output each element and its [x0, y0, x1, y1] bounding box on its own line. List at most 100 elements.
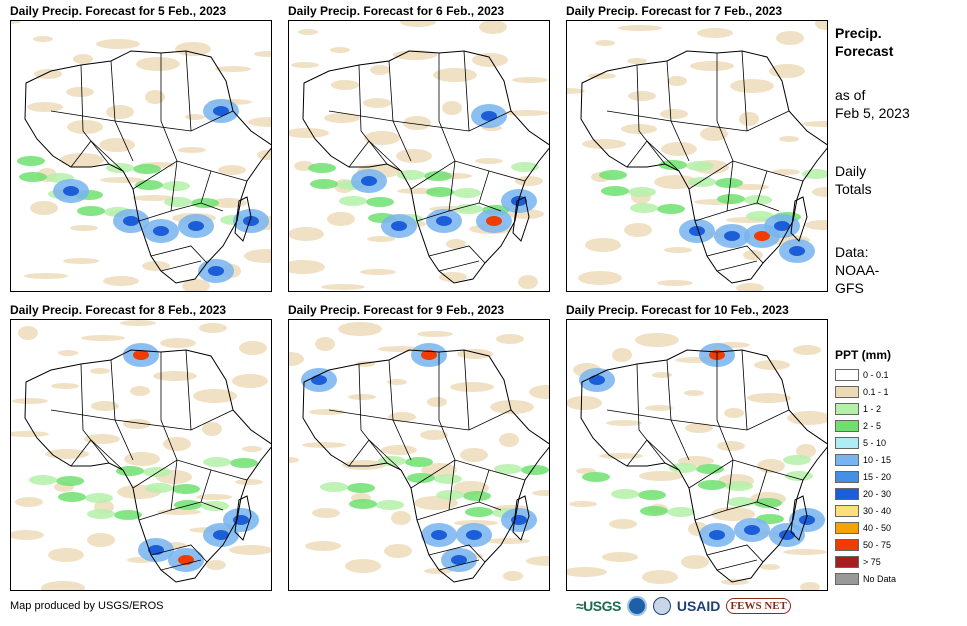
precip-shading	[599, 453, 643, 459]
legend-item: 1 - 2	[835, 400, 896, 417]
country-border	[636, 64, 666, 165]
country-border	[170, 160, 178, 212]
country-border	[716, 53, 734, 162]
agency-logos: ≈USGS USAID FEWS NET	[576, 596, 791, 616]
precip-shading	[664, 247, 692, 253]
precip-shading	[657, 204, 685, 214]
legend-swatch	[835, 504, 859, 517]
precip-shading	[116, 466, 144, 476]
precip-shading	[431, 530, 447, 540]
country-border	[670, 409, 790, 431]
precip-shading	[667, 507, 695, 517]
precip-shading	[754, 231, 770, 241]
legend-item: > 75	[835, 553, 896, 570]
precip-shading	[193, 389, 237, 403]
legend-item: 50 - 75	[835, 536, 896, 553]
country-border	[80, 363, 110, 464]
precip-shading	[494, 464, 522, 474]
precip-shading	[460, 448, 488, 462]
precip-shading	[199, 323, 227, 333]
precip-shading	[213, 106, 229, 116]
usgs-logo: ≈USGS	[576, 598, 621, 614]
precip-shading	[638, 490, 666, 500]
precip-shading	[454, 520, 498, 526]
country-border	[50, 409, 116, 421]
country-border	[606, 409, 672, 421]
precip-shading	[133, 350, 149, 360]
precip-shading	[391, 511, 411, 525]
country-border	[416, 202, 502, 222]
legend-label: > 75	[863, 556, 881, 567]
precip-shading	[465, 507, 493, 517]
legend-label: 1 - 2	[863, 403, 882, 414]
precip-map	[10, 319, 272, 591]
precip-shading	[754, 498, 782, 508]
precip-shading	[595, 40, 615, 46]
precip-shading	[436, 216, 452, 226]
fews-net-logo: FEWS NET	[726, 598, 791, 614]
legend-label: 40 - 50	[863, 522, 892, 533]
as-of-label: as of	[835, 87, 866, 103]
precip-shading	[746, 211, 774, 221]
precip-shading	[397, 170, 425, 180]
usaid-logo: USAID	[676, 598, 721, 614]
precip-shading	[239, 341, 267, 355]
precip-shading	[331, 80, 359, 90]
legend-item: 15 - 20	[835, 468, 896, 485]
coastline	[24, 50, 271, 284]
precip-shading	[376, 500, 404, 510]
legend-swatch	[835, 538, 859, 551]
precip-shading	[391, 221, 407, 231]
precip-shading	[243, 216, 259, 226]
precip-shading	[442, 101, 462, 115]
legend-label: 0.1 - 1	[863, 386, 889, 397]
precip-shading	[388, 412, 416, 422]
precip-shading	[567, 396, 602, 410]
totals-label: Daily Totals	[835, 162, 872, 198]
precip-map	[566, 319, 828, 591]
precip-shading	[496, 334, 524, 344]
precip-shading	[774, 221, 790, 231]
precip-shading	[660, 109, 688, 119]
precip-shading	[434, 474, 462, 484]
precip-shading	[182, 279, 210, 291]
precip-shading	[669, 463, 697, 473]
precip-shading	[602, 552, 638, 562]
precip-shading	[400, 21, 436, 27]
country-border	[150, 544, 208, 563]
forecast-panel-2: Daily Precip. Forecast for 6 Feb., 2023	[288, 4, 550, 292]
precip-shading	[321, 284, 365, 290]
precip-shading	[206, 560, 226, 570]
precip-shading	[347, 483, 375, 493]
precip-shading	[747, 393, 791, 403]
madagascar-outline	[790, 196, 808, 242]
precip-shading	[624, 223, 652, 237]
country-border	[160, 559, 202, 571]
precip-shading	[160, 338, 196, 348]
country-border	[716, 352, 734, 461]
precip-shading	[481, 111, 497, 121]
precip-shading	[100, 177, 144, 183]
precip-shading	[364, 131, 400, 145]
country-border	[410, 459, 526, 489]
panel-title: Daily Precip. Forecast for 8 Feb., 2023	[10, 303, 227, 317]
precip-shading	[136, 57, 180, 71]
precip-shading	[776, 31, 804, 45]
legend-swatch	[835, 555, 859, 568]
precip-shading	[162, 181, 190, 191]
precip-shading	[67, 120, 103, 134]
precip-shading	[90, 368, 110, 374]
precip-shading	[407, 473, 435, 483]
precip-shading	[686, 161, 714, 171]
coastline	[580, 50, 827, 284]
country-border	[50, 110, 116, 122]
africa-map-svg	[289, 21, 549, 290]
precip-shading	[815, 21, 827, 30]
precip-shading	[215, 66, 251, 72]
precip-shading	[628, 91, 656, 101]
precip-shading	[19, 172, 47, 182]
precip-shading	[63, 258, 99, 264]
precip-shading	[123, 419, 151, 429]
precip-shading	[33, 36, 53, 42]
precip-shading	[11, 530, 44, 540]
